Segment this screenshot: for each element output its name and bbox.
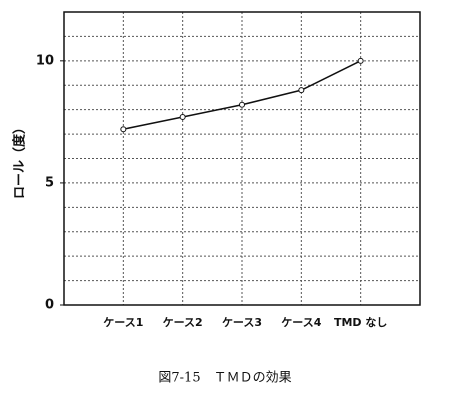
caption: 図7-15 ＴＭＤの効果 <box>158 371 291 386</box>
x-tick-label: ケース1 <box>103 316 143 329</box>
y-axis-label: ロール（度） <box>12 121 28 199</box>
y-tick-label: 0 <box>45 298 54 313</box>
x-tick-label: ケース3 <box>222 316 262 329</box>
point <box>357 57 364 64</box>
y-tick-label: 10 <box>36 53 54 68</box>
x-tick-label: ケース4 <box>281 316 321 329</box>
point <box>120 126 127 133</box>
line <box>123 60 361 130</box>
x-tick-label: ケース2 <box>163 316 203 329</box>
plot-frame <box>63 11 421 306</box>
point <box>239 101 245 108</box>
point <box>179 113 186 120</box>
y-tick-label: 5 <box>45 175 54 190</box>
x-tick-label: TMD なし <box>334 316 387 329</box>
point <box>298 87 305 94</box>
